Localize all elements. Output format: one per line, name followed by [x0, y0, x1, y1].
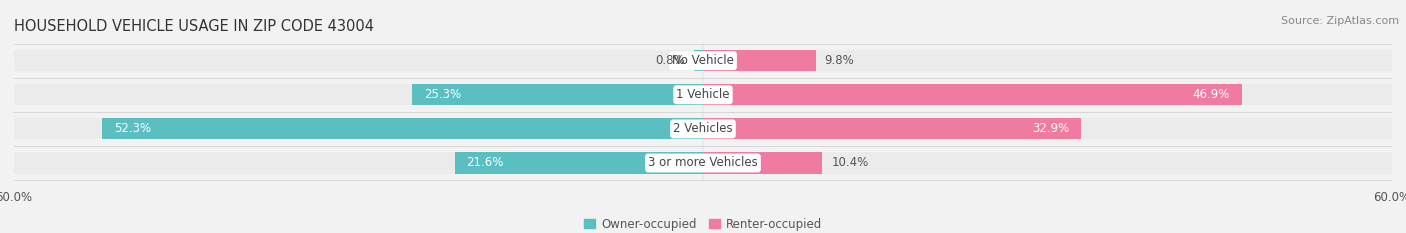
Bar	[14, 84, 703, 105]
Text: 25.3%: 25.3%	[425, 88, 461, 101]
Bar	[412, 84, 703, 105]
Text: 46.9%: 46.9%	[1192, 88, 1230, 101]
Text: 52.3%: 52.3%	[114, 122, 150, 135]
Bar	[703, 50, 815, 71]
Text: 1 Vehicle: 1 Vehicle	[676, 88, 730, 101]
Bar	[703, 84, 1241, 105]
Text: 2 Vehicles: 2 Vehicles	[673, 122, 733, 135]
Bar	[703, 152, 823, 174]
Text: 0.8%: 0.8%	[655, 54, 685, 67]
Text: 32.9%: 32.9%	[1032, 122, 1070, 135]
Text: 3 or more Vehicles: 3 or more Vehicles	[648, 157, 758, 169]
Legend: Owner-occupied, Renter-occupied: Owner-occupied, Renter-occupied	[579, 213, 827, 233]
Bar	[14, 118, 703, 140]
Bar	[703, 50, 1392, 71]
Bar	[703, 118, 1392, 140]
Bar	[703, 152, 1392, 174]
Text: HOUSEHOLD VEHICLE USAGE IN ZIP CODE 43004: HOUSEHOLD VEHICLE USAGE IN ZIP CODE 4300…	[14, 19, 374, 34]
Bar	[103, 118, 703, 140]
Text: No Vehicle: No Vehicle	[672, 54, 734, 67]
Bar	[703, 84, 1392, 105]
Text: 9.8%: 9.8%	[825, 54, 855, 67]
Bar	[456, 152, 703, 174]
Text: 21.6%: 21.6%	[467, 157, 503, 169]
Bar	[693, 50, 703, 71]
Bar	[14, 50, 703, 71]
Text: Source: ZipAtlas.com: Source: ZipAtlas.com	[1281, 16, 1399, 26]
Bar	[14, 152, 703, 174]
Text: 10.4%: 10.4%	[831, 157, 869, 169]
Bar	[703, 118, 1081, 140]
